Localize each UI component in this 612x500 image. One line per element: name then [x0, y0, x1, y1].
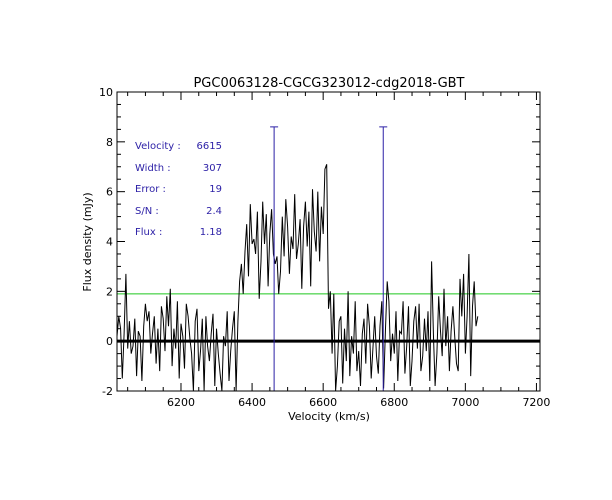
x-tick-label: 6800 [380, 396, 408, 409]
flux-label: Flux : [135, 227, 162, 238]
error-label: Error : [135, 184, 166, 195]
spectrum-line [116, 164, 479, 392]
window-high-marker [379, 126, 388, 392]
y-tick-label: 2 [106, 285, 113, 298]
x-tick-label: 7200 [522, 396, 550, 409]
error-value: 19 [209, 184, 222, 195]
x-tick-label: 6200 [167, 396, 195, 409]
velocity-label: Velocity : [135, 141, 181, 152]
width-label: Width : [135, 163, 171, 174]
sn-value: 2.4 [206, 206, 222, 217]
y-tick-label: 0 [106, 335, 113, 348]
velocity-value: 6615 [197, 141, 222, 152]
x-axis-ticks: 6200 6400 6600 6800 7000 7200 [127, 92, 550, 409]
x-tick-label: 6400 [238, 396, 266, 409]
y-axis-label: Flux density (mJy) [81, 192, 94, 291]
y-tick-label: 10 [99, 86, 113, 99]
y-tick-label: 6 [106, 186, 113, 199]
annotation-panel: Velocity : 6615 Width : 307 Error : 19 S… [135, 141, 222, 238]
sn-label: S/N : [135, 206, 159, 217]
y-axis-ticks: -2 0 2 4 6 8 10 [99, 86, 540, 398]
y-tick-label: 8 [106, 136, 113, 149]
chart-title: PGC0063128-CGCG323012-cdg2018-GBT [193, 76, 464, 91]
width-value: 307 [203, 163, 222, 174]
x-tick-label: 7000 [451, 396, 479, 409]
flux-value: 1.18 [200, 227, 222, 238]
plot-area [116, 126, 540, 392]
y-tick-label: 4 [106, 236, 113, 249]
x-tick-label: 6600 [309, 396, 337, 409]
x-axis-label: Velocity (km/s) [288, 410, 370, 423]
y-tick-label: -2 [102, 385, 113, 398]
